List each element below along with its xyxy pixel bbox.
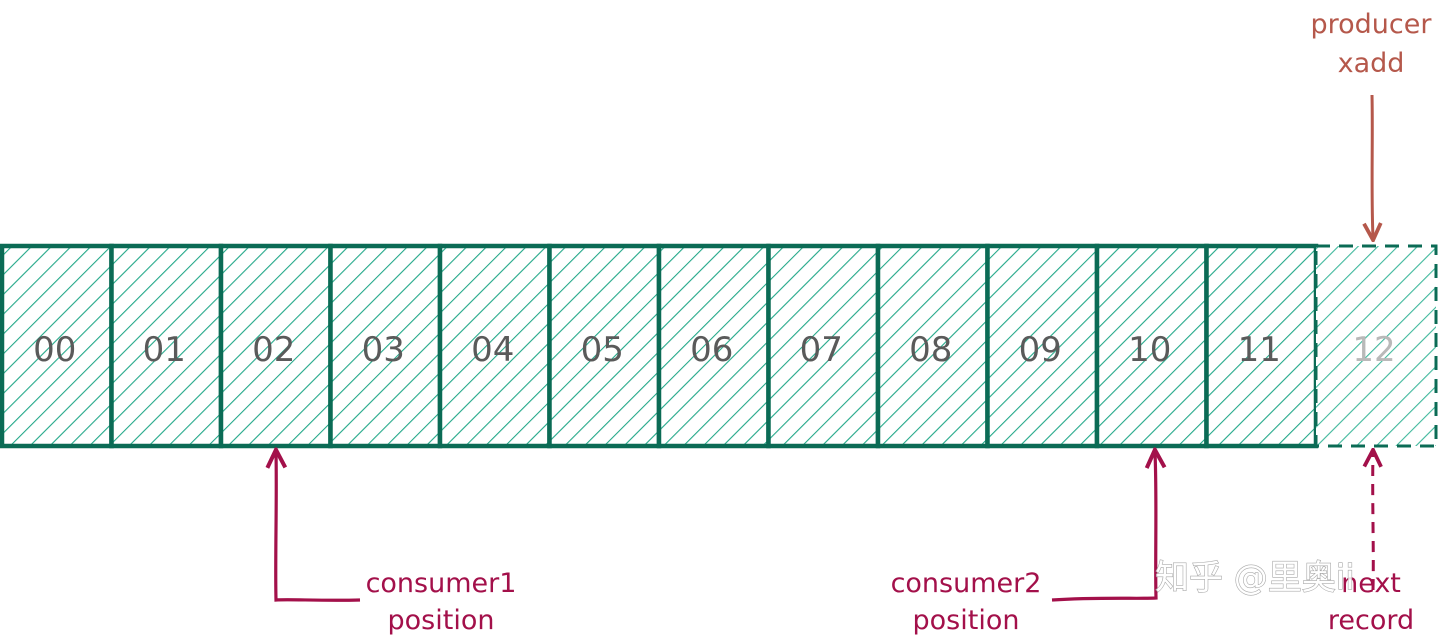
- stream-cell: 01: [109, 243, 224, 449]
- stream-cell: 11: [1204, 243, 1319, 449]
- stream-cell: 12: [1314, 244, 1438, 448]
- cell-id-label: 10: [1128, 330, 1171, 370]
- cell-box: [766, 243, 881, 449]
- stream-cell: 10: [1094, 243, 1209, 449]
- stream-cell: 00: [0, 243, 114, 449]
- consumer2-arrow: [1051, 452, 1156, 602]
- consumer2-annotation: consumer2 position: [891, 452, 1156, 636]
- cell-box: [656, 243, 771, 449]
- consumer1-position-label: position: [388, 605, 495, 636]
- cell-box: [218, 243, 333, 449]
- consumer2-position-label: position: [913, 605, 1020, 636]
- stream-cells: 00 01 02 03 04 05 06 07 08 09 10 11 12: [0, 243, 1438, 449]
- cell-id-label: 12: [1352, 330, 1395, 370]
- stream-cell: 03: [328, 243, 443, 449]
- cell-box: [0, 243, 114, 449]
- stream-cell: 09: [985, 243, 1100, 449]
- next-record-record-label: record: [1328, 605, 1414, 636]
- watermark-text: 知乎 @里奥ii: [1155, 558, 1355, 598]
- cell-box: [985, 243, 1100, 449]
- cell-id-label: 05: [581, 330, 624, 370]
- consumer1-label: consumer1: [366, 568, 517, 599]
- cell-id-label: 03: [362, 330, 405, 370]
- cell-id-label: 06: [690, 330, 733, 370]
- next-record-annotation: next record: [1328, 452, 1414, 636]
- cell-id-label: 00: [33, 330, 76, 370]
- pending-cell-box: [1314, 244, 1438, 448]
- producer-annotation: producer xadd: [1311, 9, 1433, 238]
- consumer1-arrow: [276, 452, 361, 602]
- producer-label: producer: [1311, 9, 1433, 40]
- stream-cell: 02: [218, 243, 333, 449]
- stream-cell: 06: [656, 243, 771, 449]
- consumer1-annotation: consumer1 position: [276, 452, 517, 636]
- stream-cell: 04: [437, 243, 552, 449]
- next-record-label: next: [1341, 568, 1401, 599]
- cell-box: [109, 243, 224, 449]
- cell-id-label: 02: [252, 330, 295, 370]
- cell-id-label: 07: [800, 330, 843, 370]
- cell-id-label: 11: [1238, 330, 1281, 370]
- cell-id-label: 08: [909, 330, 952, 370]
- cell-box: [547, 243, 662, 449]
- cell-box: [1204, 243, 1319, 449]
- cell-id-label: 09: [1019, 330, 1062, 370]
- cell-box: [437, 243, 552, 449]
- stream-cell: 05: [547, 243, 662, 449]
- producer-command-label: xadd: [1338, 48, 1405, 79]
- cell-box: [875, 243, 990, 449]
- next-record-arrow: [1373, 452, 1374, 591]
- cell-id-label: 01: [143, 330, 186, 370]
- consumer2-label: consumer2: [891, 568, 1042, 599]
- cell-id-label: 04: [471, 330, 514, 370]
- stream-cell: 07: [766, 243, 881, 449]
- stream-cell: 08: [875, 243, 990, 449]
- producer-arrow: [1372, 94, 1373, 238]
